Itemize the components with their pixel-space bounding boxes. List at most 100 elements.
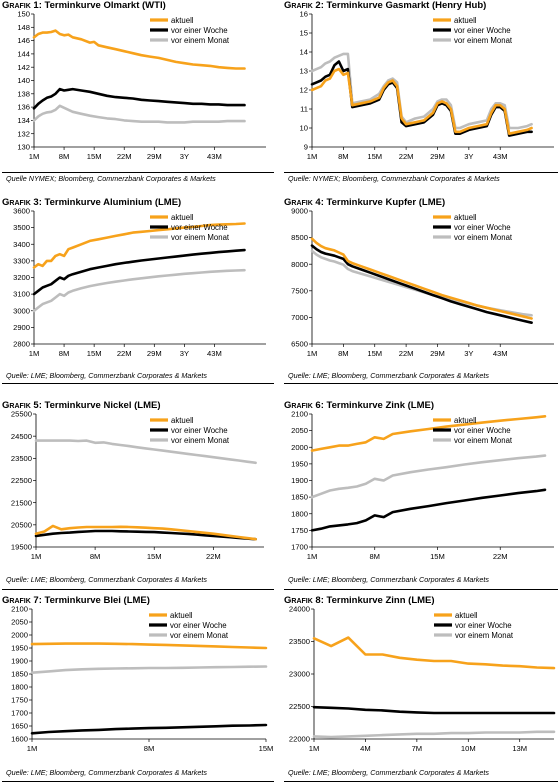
y-tick-label: 140 xyxy=(17,76,30,85)
x-tick-label: 29M xyxy=(147,152,162,161)
chart-title-text: Terminkurve Gasmarkt (Henry Hub) xyxy=(323,0,487,11)
y-tick-label: 2800 xyxy=(13,340,30,349)
chart-source: Quelle: LME; Bloomberg, Commerzbank Corp… xyxy=(6,371,207,380)
y-tick-label: 9 xyxy=(304,143,308,152)
chart-svg: 19500 20500 21500 22500 23500 24500 25500 1M 8M 1… xyxy=(11,410,264,561)
y-tick-label: 148 xyxy=(17,23,30,32)
x-tick-label: 22M xyxy=(117,152,132,161)
chart-title-text: Terminkurve Zink (LME) xyxy=(323,400,435,411)
chart-title-text: Terminkurve Blei (LME) xyxy=(41,595,150,606)
y-tick-label: 14 xyxy=(300,48,308,57)
y-tick-label: 16 xyxy=(300,10,308,19)
x-tick-label: 43M xyxy=(493,152,508,161)
series-line-aktuell xyxy=(32,222,246,269)
y-tick-label: 20500 xyxy=(11,520,32,529)
x-tick-label: 43M xyxy=(493,349,508,358)
y-tick-label: 24500 xyxy=(11,432,32,441)
y-tick-label: 1750 xyxy=(291,526,308,535)
x-tick-label: 8M xyxy=(338,349,349,358)
x-tick-label: 15M xyxy=(367,349,382,358)
legend-label-monat: vor einem Monat xyxy=(454,436,513,445)
y-tick-label: 136 xyxy=(17,103,30,112)
y-tick-label: 1850 xyxy=(11,670,28,679)
series-line-woche xyxy=(312,705,556,715)
x-tick-label: 8M xyxy=(90,552,101,561)
y-tick-label: 1750 xyxy=(11,696,28,705)
x-tick-label: 1M xyxy=(307,552,318,561)
y-tick-label: 1950 xyxy=(291,459,308,468)
panel-divider xyxy=(2,383,274,384)
chart-source: Quelle: LME; Bloomberg, Commerzbank Corp… xyxy=(288,371,489,380)
panel-divider xyxy=(2,172,274,173)
x-tick-label: 22M xyxy=(117,349,132,358)
chart-title-prefix: Grafik 7: xyxy=(2,595,42,606)
legend-label-aktuell: aktuell xyxy=(171,213,194,222)
y-tick-label: 138 xyxy=(17,89,30,98)
y-tick-label: 21500 xyxy=(11,498,32,507)
y-tick-label: 2900 xyxy=(13,323,30,332)
y-tick-label: 3300 xyxy=(13,256,30,265)
x-tick-label: 8M xyxy=(59,152,70,161)
y-tick-label: 9000 xyxy=(291,207,308,216)
y-tick-label: 12 xyxy=(300,86,308,95)
chart-panel-kupfer: Grafik 4: Terminkurve Kupfer (LME) 6500 70… xyxy=(284,197,558,387)
chart-source: Quelle NYMEX; Bloomberg, Commerzbank Cor… xyxy=(6,174,216,183)
series-line-monat xyxy=(312,730,556,739)
series-line-woche xyxy=(310,60,533,137)
x-tick-label: 15M xyxy=(147,552,162,561)
y-tick-label: 134 xyxy=(17,116,30,125)
y-tick-label: 146 xyxy=(17,36,30,45)
series-line-aktuell xyxy=(30,642,268,650)
y-tick-label: 2050 xyxy=(291,426,308,435)
y-tick-label: 2100 xyxy=(291,410,308,419)
chart-panel-aluminium: Grafik 3: Terminkurve Aluminium (LME) 280… xyxy=(2,197,274,387)
chart-title-text: Terminkurve Aluminium (LME) xyxy=(41,197,182,208)
series-line-aktuell xyxy=(310,67,533,135)
legend-label-aktuell: aktuell xyxy=(170,611,193,620)
chart-title: Grafik 8: Terminkurve Zinn (LME) xyxy=(284,595,435,606)
series-line-monat xyxy=(32,268,246,313)
x-tick-label: 15M xyxy=(430,552,445,561)
y-tick-label: 24000 xyxy=(289,605,310,614)
chart-title: Grafik 4: Terminkurve Kupfer (LME) xyxy=(284,197,445,208)
chart-title-prefix: Grafik 2: xyxy=(284,0,324,11)
y-tick-label: 22500 xyxy=(11,476,32,485)
x-tick-label: 43M xyxy=(207,152,222,161)
x-tick-label: 1M xyxy=(29,349,40,358)
chart-svg: 9 10 11 12 13 14 15 16 1M 8M 15M 22M 29M 3Y 43M aktuell… xyxy=(300,10,554,161)
chart-title-prefix: Grafik 4: xyxy=(284,197,324,208)
y-tick-label: 1650 xyxy=(11,722,28,731)
y-tick-label: 23000 xyxy=(289,670,310,679)
x-tick-label: 8M xyxy=(59,349,70,358)
x-tick-label: 15M xyxy=(259,744,274,753)
x-tick-label: 3Y xyxy=(464,349,473,358)
legend-label-aktuell: aktuell xyxy=(171,416,194,425)
series-line-aktuell xyxy=(34,524,257,541)
x-tick-label: 8M xyxy=(338,152,349,161)
chart-panel-zinn: Grafik 8: Terminkurve Zinn (LME) 22000 225… xyxy=(284,595,558,782)
series-line-woche xyxy=(32,87,246,110)
series-line-monat xyxy=(310,52,533,130)
legend-label-monat: vor einem Monat xyxy=(454,36,513,45)
chart-title: Grafik 3: Terminkurve Aluminium (LME) xyxy=(2,197,181,208)
legend-label-aktuell: aktuell xyxy=(455,611,478,620)
x-tick-label: 8M xyxy=(369,552,380,561)
legend-label-woche: vor einer Woche xyxy=(455,621,512,630)
y-tick-label: 142 xyxy=(17,63,30,72)
y-tick-label: 13 xyxy=(300,67,308,76)
x-tick-label: 29M xyxy=(430,152,445,161)
chart-source: Quelle: LME; Bloomberg, Commerzbank Corp… xyxy=(6,768,207,777)
series-line-woche xyxy=(34,529,257,541)
chart-title: Grafik 1: Terminkurve Olmarkt (WTI) xyxy=(2,0,166,11)
y-tick-label: 8500 xyxy=(291,233,308,242)
y-tick-label: 2000 xyxy=(11,631,28,640)
x-tick-label: 3Y xyxy=(180,349,189,358)
legend-label-aktuell: aktuell xyxy=(454,213,477,222)
chart-svg: 1700 1750 1800 1850 1900 1950 2000 2050 2100 1M 8M… xyxy=(291,410,554,561)
legend-label-woche: vor einer Woche xyxy=(454,426,511,435)
legend-label-aktuell: aktuell xyxy=(454,16,477,25)
chart-svg: 2800 2900 3000 3100 3200 3300 3400 3500 3600 1M 8M… xyxy=(13,207,266,358)
x-tick-label: 22M xyxy=(399,152,414,161)
series-line-woche xyxy=(310,488,547,532)
x-tick-label: 1M xyxy=(29,152,40,161)
